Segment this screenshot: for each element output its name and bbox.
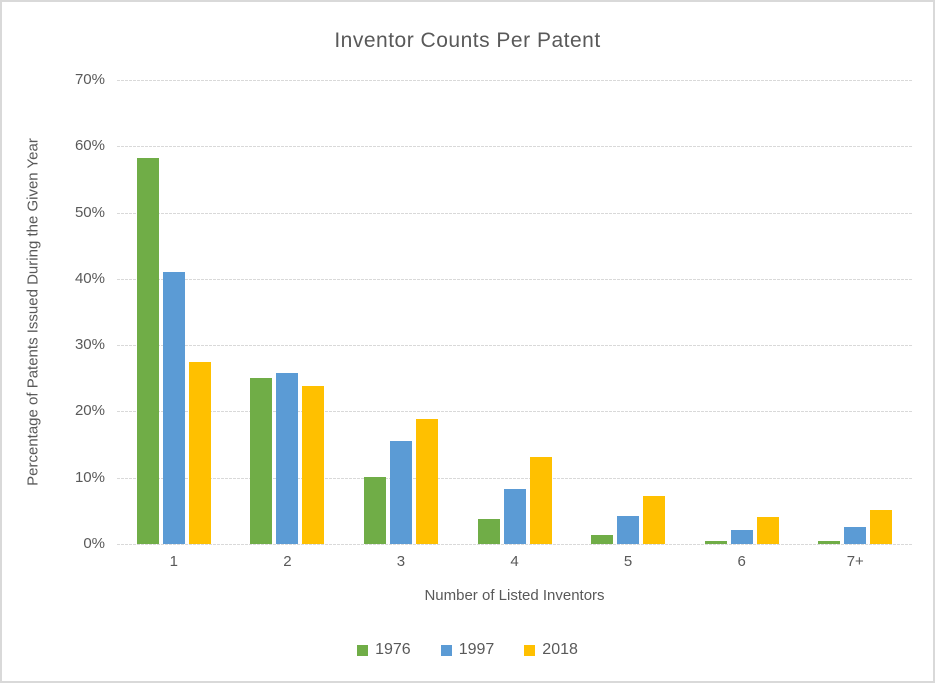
gridline (117, 411, 912, 413)
bar-group-1 (117, 80, 231, 544)
legend-label: 1976 (375, 641, 411, 658)
legend-label: 2018 (542, 641, 578, 658)
legend-item-1976: 1976 (357, 641, 411, 659)
x-tick-label-4: 4 (510, 553, 519, 570)
bar-1976-category-7+ (818, 540, 841, 544)
gridline (117, 146, 912, 148)
bar-1976-category-3 (363, 477, 386, 544)
legend-label: 1997 (458, 641, 495, 658)
bar-1997-category-7+ (844, 527, 867, 544)
bar-1997-category-3 (389, 441, 412, 544)
bar-1997-category-5 (617, 516, 640, 544)
bar-group-6 (685, 80, 799, 544)
chart-legend: 1976 1997 2018 (2, 641, 933, 659)
bar-group-7+ (798, 80, 912, 544)
bar-1997-category-4 (503, 488, 526, 544)
y-tick-label: 40% (74, 269, 105, 287)
legend-item-2018: 2018 (524, 641, 578, 659)
y-tick-label: 0% (83, 535, 105, 552)
x-axis-title: Number of Listed Inventors (424, 587, 605, 604)
y-tick-label: 30% (74, 336, 105, 354)
gridline (117, 212, 912, 214)
x-tick-label-2: 2 (283, 553, 292, 570)
bar-1997-category-6 (730, 530, 753, 544)
x-tick-label-3: 3 (396, 553, 406, 570)
plot-area: 1 2 3 4 5 6 7+ 0% 10% 20% 30% 40% 50% 60% 70% (75, 71, 912, 570)
bar-1976-category-2 (250, 377, 273, 544)
chart-title: Inventor Counts Per Patent (334, 29, 601, 52)
y-tick-label: 20% (74, 402, 105, 420)
bar-1976-category-5 (591, 534, 614, 544)
legend-swatch-icon (357, 644, 369, 656)
y-tick-label: 10% (74, 468, 105, 486)
bar-1976-category-1 (136, 157, 159, 544)
y-tick-label: 70% (74, 71, 105, 88)
x-tick-label-6: 6 (737, 553, 746, 570)
bar-2018-category-6 (756, 516, 779, 544)
legend-swatch-icon (440, 644, 452, 656)
x-tick-label-1: 1 (169, 553, 178, 570)
bar-2018-category-7+ (870, 510, 893, 544)
legend-swatch-icon (524, 644, 536, 656)
bar-2018-category-3 (415, 419, 438, 544)
y-tick-label: 60% (74, 137, 105, 155)
bar-2018-category-5 (643, 495, 666, 544)
bar-1997-category-1 (162, 272, 185, 544)
y-axis-title: Percentage of Patents Issued During the … (24, 138, 42, 486)
bar-2018-category-2 (302, 385, 325, 544)
bar-group-4 (458, 80, 572, 544)
bar-1976-category-6 (704, 540, 727, 544)
y-tick-label: 50% (74, 203, 105, 221)
gridline (117, 80, 912, 81)
bar-groups (117, 80, 912, 544)
gridline (117, 278, 912, 280)
x-tick-label-7+: 7+ (846, 553, 864, 570)
bar-1976-category-4 (477, 519, 500, 544)
bar-1997-category-2 (276, 372, 299, 544)
bar-group-3 (344, 80, 458, 544)
gridline (117, 345, 912, 347)
legend-item-1997: 1997 (440, 641, 495, 659)
x-tick-label-5: 5 (623, 553, 633, 570)
bar-group-5 (571, 80, 685, 544)
bar-2018-category-4 (529, 456, 552, 544)
gridline (117, 544, 912, 545)
gridline (117, 477, 912, 479)
x-axis-tick-labels: 1 2 3 4 5 6 7+ (117, 553, 912, 570)
bar-2018-category-1 (188, 361, 211, 544)
bar-group-2 (231, 80, 345, 544)
